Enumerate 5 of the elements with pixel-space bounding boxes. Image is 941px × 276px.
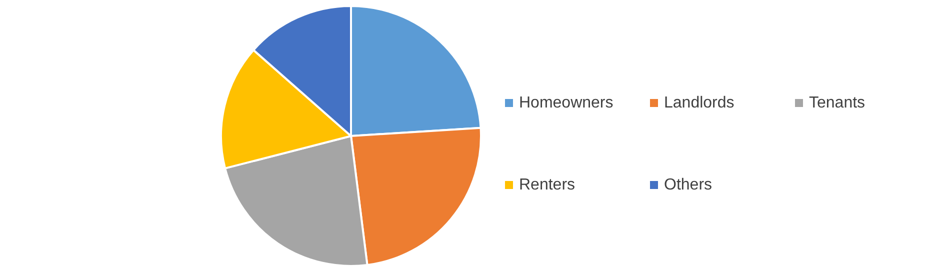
legend-label: Others xyxy=(664,176,712,194)
legend-label: Homeowners xyxy=(519,94,614,112)
legend-label: Renters xyxy=(519,176,576,194)
legend-label: Landlords xyxy=(664,94,734,112)
legend-label: Tenants xyxy=(809,94,866,112)
